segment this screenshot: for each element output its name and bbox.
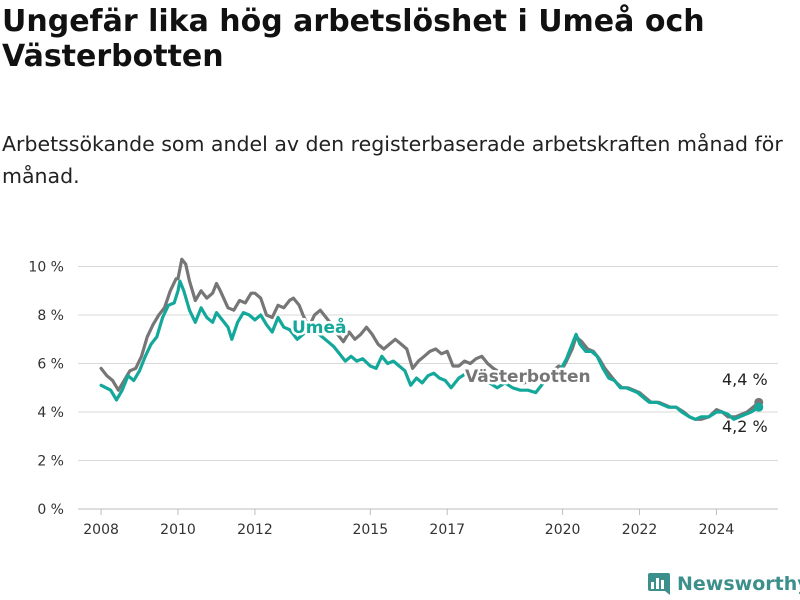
- y-tick-label: 8 %: [37, 308, 64, 324]
- x-tick-label: 2024: [699, 522, 735, 538]
- y-tick-label: 10 %: [28, 260, 64, 276]
- x-axis: 2008 2010 2012 2015 2017 2020 2022 2024: [83, 509, 734, 538]
- chart-subtitle: Arbetssökande som andel av den registerb…: [2, 132, 783, 188]
- y-tick-label: 2 %: [37, 454, 64, 470]
- end-label-umea: 4,2 %: [722, 417, 768, 436]
- x-tick-label: 2008: [83, 522, 119, 538]
- brand-logo: Newsworthy: [646, 570, 800, 598]
- series-line-vasterbotten: [99, 257, 761, 421]
- line-chart: 0 % 2 % 4 % 6 % 8 % 10 % 2008 2010 2012 2015 2017…: [28, 257, 778, 538]
- bar-chart-logo-icon: [648, 573, 670, 595]
- x-tick-label: 2022: [622, 522, 658, 538]
- y-tick-label: 6 %: [37, 357, 64, 373]
- series-lines: [99, 257, 764, 421]
- brand-name: Newsworthy: [677, 573, 800, 595]
- chart-title: Ungefär lika hög arbetslöshet i Umeå och…: [2, 4, 705, 74]
- x-tick-label: 2015: [352, 522, 388, 538]
- y-tick-label: 0 %: [37, 502, 64, 518]
- x-tick-label: 2020: [545, 522, 581, 538]
- y-tick-labels: 0 % 2 % 4 % 6 % 8 % 10 %: [28, 260, 64, 518]
- y-tick-label: 4 %: [37, 405, 64, 421]
- series-label-umea: Umeå: [292, 316, 347, 338]
- series-label-vasterbotten: Västerbotten: [465, 367, 591, 387]
- x-tick-label: 2010: [160, 522, 196, 538]
- end-label-vasterbotten: 4,4 %: [722, 370, 768, 389]
- x-tick-label: 2017: [429, 522, 465, 538]
- series-line-umea: [99, 279, 761, 421]
- x-tick-label: 2012: [237, 522, 273, 538]
- gridlines: [78, 266, 778, 510]
- series-labels: Umeå Västerbotten: [290, 314, 594, 390]
- end-labels: 4,4 % 4,2 %: [722, 370, 768, 436]
- end-point-umea: [754, 402, 764, 412]
